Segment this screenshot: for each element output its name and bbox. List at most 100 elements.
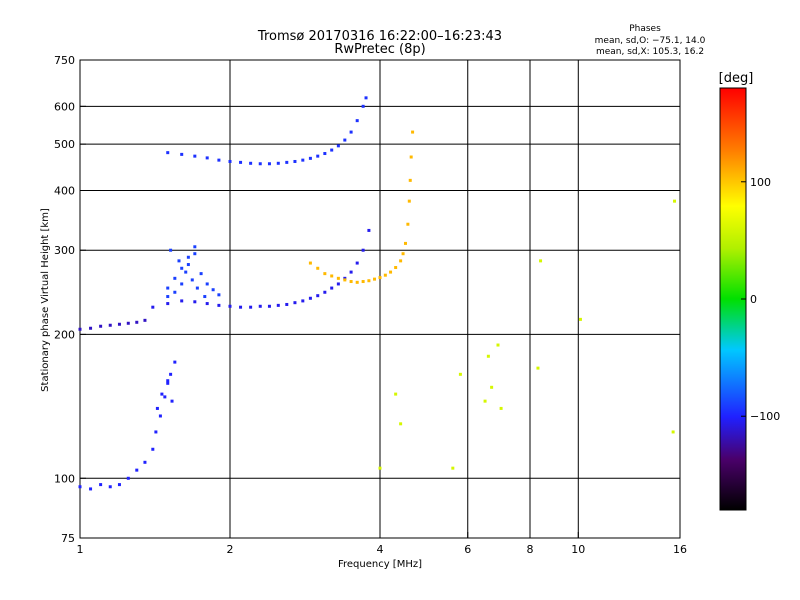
data-point bbox=[184, 270, 188, 274]
phase-header: Phases bbox=[629, 24, 661, 34]
data-point bbox=[323, 272, 327, 276]
data-point bbox=[193, 252, 197, 256]
data-point bbox=[578, 317, 582, 321]
x-tick-label: 16 bbox=[673, 543, 687, 556]
data-point bbox=[173, 360, 177, 364]
data-point bbox=[486, 354, 490, 358]
y-axis-ticks: 75 100 200 300 400 500 600 750 bbox=[54, 54, 86, 545]
data-point bbox=[383, 273, 387, 277]
colorbar-tick-label: −100 bbox=[750, 410, 780, 423]
data-point bbox=[180, 299, 184, 303]
data-point bbox=[394, 392, 398, 396]
data-point bbox=[458, 372, 462, 376]
data-point bbox=[186, 263, 190, 267]
data-point bbox=[78, 485, 82, 489]
data-point bbox=[89, 326, 93, 330]
data-point bbox=[407, 199, 411, 203]
y-tick-label: 400 bbox=[54, 184, 75, 197]
x-tick-label: 8 bbox=[527, 543, 534, 556]
data-point bbox=[228, 159, 232, 163]
data-point bbox=[108, 323, 112, 327]
data-point bbox=[308, 296, 312, 300]
data-point bbox=[451, 466, 455, 470]
data-point bbox=[89, 487, 93, 491]
data-point bbox=[249, 305, 253, 309]
series-low-e-layer-trace bbox=[78, 318, 147, 331]
data-point bbox=[158, 414, 162, 418]
data-point bbox=[126, 321, 130, 325]
data-point bbox=[135, 320, 139, 324]
data-point bbox=[258, 162, 262, 166]
data-point bbox=[378, 466, 382, 470]
data-point bbox=[267, 162, 271, 166]
data-point bbox=[409, 155, 413, 159]
data-point bbox=[180, 266, 184, 270]
data-point bbox=[205, 282, 209, 286]
data-point bbox=[367, 228, 371, 232]
data-point bbox=[408, 178, 412, 182]
data-point bbox=[399, 259, 403, 263]
data-point bbox=[373, 277, 377, 281]
data-point bbox=[308, 156, 312, 160]
data-point bbox=[308, 261, 312, 265]
data-point bbox=[193, 245, 197, 249]
data-point bbox=[323, 290, 327, 294]
data-point bbox=[483, 399, 487, 403]
data-point bbox=[151, 447, 155, 451]
data-point bbox=[349, 130, 353, 134]
data-point bbox=[155, 406, 159, 410]
data-point bbox=[108, 485, 112, 489]
data-point bbox=[330, 148, 334, 152]
chart-subtitle: RwPretec (8p) bbox=[334, 42, 425, 57]
data-point bbox=[205, 302, 209, 306]
data-point bbox=[389, 270, 393, 274]
data-point bbox=[536, 366, 540, 370]
data-point bbox=[173, 276, 177, 280]
data-point bbox=[403, 241, 407, 245]
data-point bbox=[151, 305, 155, 309]
colorbar-tick-label: 0 bbox=[750, 293, 757, 306]
data-point bbox=[186, 255, 190, 259]
data-point bbox=[143, 460, 147, 464]
grid-lines bbox=[80, 60, 680, 538]
data-point bbox=[117, 322, 121, 326]
data-point bbox=[285, 302, 289, 306]
colorbar-ticks: 100 0 −100 bbox=[741, 176, 780, 423]
data-point bbox=[166, 381, 170, 385]
data-point bbox=[160, 392, 164, 396]
data-point bbox=[193, 154, 197, 158]
series-spread-f-cluster bbox=[166, 245, 221, 299]
data-point bbox=[276, 161, 280, 165]
data-point bbox=[258, 304, 262, 308]
data-point bbox=[166, 151, 170, 155]
data-point bbox=[336, 282, 340, 286]
data-point bbox=[99, 324, 103, 328]
y-tick-label: 750 bbox=[54, 54, 75, 67]
data-point bbox=[163, 395, 167, 399]
x-tick-label: 2 bbox=[227, 543, 234, 556]
data-point bbox=[496, 343, 500, 347]
data-point bbox=[126, 476, 130, 480]
data-point bbox=[211, 288, 215, 292]
data-point bbox=[166, 295, 170, 299]
y-axis-label: Stationary phase Virtual Height [km] bbox=[40, 208, 51, 392]
series-f1-x-mode-trace bbox=[308, 130, 415, 284]
y-tick-label: 600 bbox=[54, 100, 75, 113]
data-point bbox=[349, 270, 353, 274]
data-point bbox=[411, 130, 415, 134]
data-point bbox=[166, 302, 170, 306]
data-point bbox=[673, 199, 677, 203]
y-tick-label: 200 bbox=[54, 328, 75, 341]
colorbar-label: [deg] bbox=[719, 71, 754, 86]
data-point bbox=[490, 385, 494, 389]
series-low-frequency-echoes bbox=[78, 360, 177, 491]
data-point bbox=[135, 468, 139, 472]
data-point bbox=[355, 280, 359, 284]
series-scattered-points bbox=[378, 199, 677, 470]
data-point bbox=[355, 261, 359, 265]
data-point bbox=[169, 372, 173, 376]
data-point bbox=[177, 259, 181, 263]
data-point bbox=[343, 138, 347, 142]
colorbar-tick-label: 100 bbox=[750, 176, 771, 189]
